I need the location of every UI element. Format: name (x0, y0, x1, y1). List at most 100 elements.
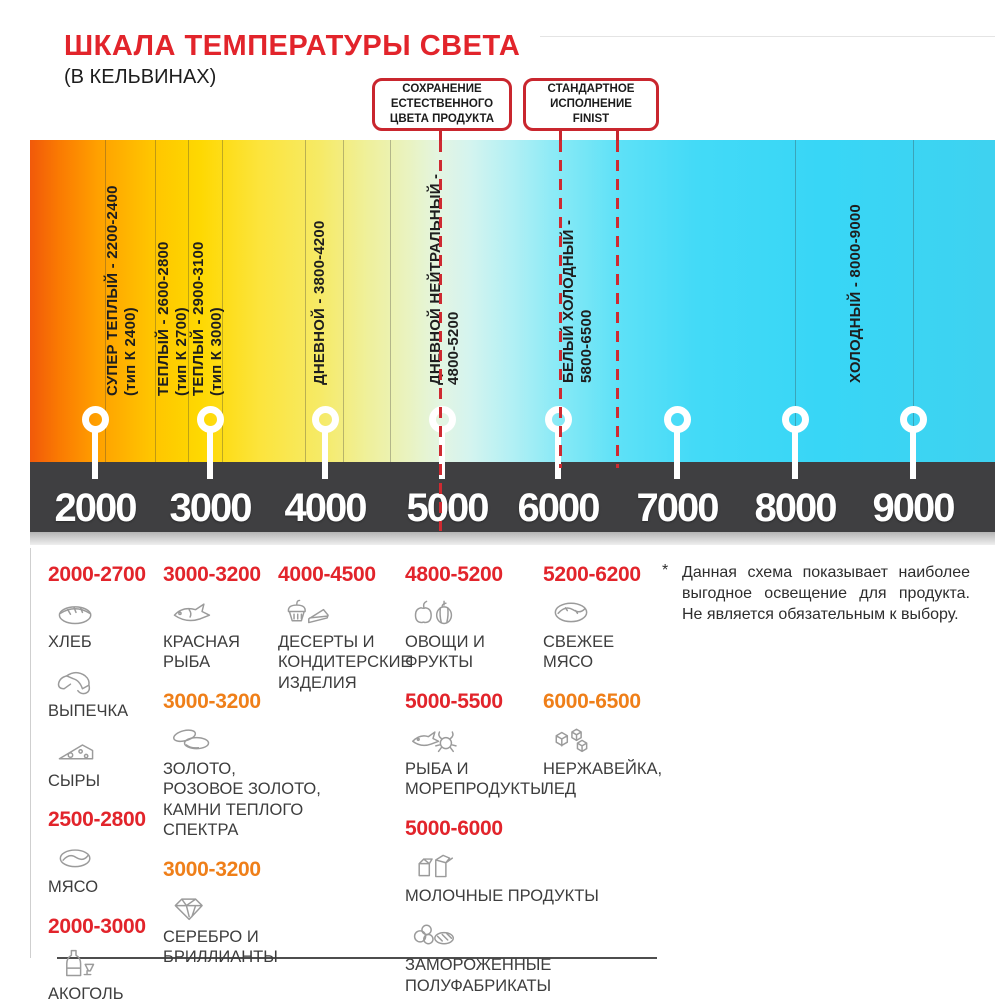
callout-leg (559, 129, 562, 141)
diamond-icon (163, 889, 275, 924)
product-label: ВЫПЕЧКА (48, 702, 129, 721)
dairy-icon (405, 848, 537, 883)
product-item: ОВОЩИ И ФРУКТЫ (405, 594, 537, 673)
dashed-marker-line (559, 141, 562, 468)
bottom-divider-line (57, 957, 657, 959)
product-label: РЫБА И МОРЕПРОДУКТЫ (405, 759, 545, 799)
callout-line: СОХРАНЕНИЕ (402, 83, 482, 96)
band-label: ТЕПЛЫЙ - 2900-3100 (тип К 3000) (190, 241, 225, 396)
meat-icon (48, 839, 158, 874)
callout-text: СОХРАНЕНИЕ ЕСТЕСТВЕННОГО ЦВЕТА ПРОДУКТА (390, 82, 494, 127)
product-label: МЯСО (48, 878, 99, 897)
temperature-range-label: 2000-3000 (48, 914, 146, 938)
seafood-icon (405, 721, 537, 756)
recommendation-column-1: 2000-2700 ХЛЕБ ВЫПЕЧКА СЫРЫ 2500-2800 МЯСО 200… (48, 563, 158, 1000)
vegetables-icon (405, 594, 537, 629)
callout-line: ИСПОЛНЕНИЕ (550, 98, 632, 111)
temperature-range-label: 5000-5500 (405, 689, 503, 713)
scale-tick-label: 8000 (754, 486, 838, 530)
callout-text: СТАНДАРТНОЕ ИСПОЛНЕНИЕ FINIST (548, 82, 635, 127)
temperature-range-label: 6000-6500 (543, 689, 641, 713)
callout-box-1: СОХРАНЕНИЕ ЕСТЕСТВЕННОГО ЦВЕТА ПРОДУКТА (372, 78, 512, 131)
band-separator (795, 140, 796, 462)
left-edge-line (30, 548, 31, 958)
product-label: ХЛЕБ (48, 633, 92, 651)
product-item: ЗАМОРОЖЕННЫЕ ПОЛУФАБРИКАТЫ (405, 917, 552, 996)
recommendation-column-3: 4000-4500 ДЕСЕРТЫ И КОНДИТЕРСКИЕ ИЗДЕЛИЯ (278, 563, 412, 704)
product-item: КРАСНАЯ РЫБА (163, 594, 275, 673)
scale-pin-ring (781, 406, 809, 433)
product-item: ЗОЛОТО, РОЗОВОЕ ЗОЛОТО, КАМНИ ТЕПЛОГО СП… (163, 721, 321, 841)
product-item: СЕРЕБРО И БРИЛЛИАНТЫ (163, 889, 278, 968)
temperature-range-label: 3000-3200 (163, 563, 261, 586)
band-label: СУПЕР ТЕПЛЫЙ - 2200-2400 (тип К 2400) (104, 185, 139, 396)
band-separator (188, 140, 189, 462)
band-label-sub: 4800-5200 (444, 311, 461, 385)
scale-pin-stem (439, 430, 445, 479)
scale-pin-ring (544, 406, 572, 433)
rings-icon (163, 721, 275, 756)
product-item: АКОГОЛЬ (48, 946, 158, 1000)
product-label: СВЕЖЕЕ МЯСО (543, 633, 615, 672)
product-item: ДЕСЕРТЫ И КОНДИТЕРСКИЕ ИЗДЕЛИЯ (278, 594, 412, 693)
bread-icon (48, 594, 158, 629)
band-separator (155, 140, 156, 462)
footnote-asterisk: * (662, 562, 669, 579)
product-label: ЗАМОРОЖЕННЫЕ ПОЛУФАБРИКАТЫ (405, 956, 552, 995)
band-label-sub: (тип К 3000) (207, 307, 224, 396)
scale-tick-label: 5000 (406, 486, 490, 530)
dashed-marker-line (616, 141, 619, 468)
footnote-text: Данная схема показывает наиболее выгодно… (682, 564, 970, 623)
callout-line: ЕСТЕСТВЕННОГО (390, 98, 494, 111)
band-label-main: ДНЕВНОЙ - 3800-4200 (311, 220, 329, 385)
recommendation-column-4: 4800-5200 ОВОЩИ И ФРУКТЫ 5000-5500 РЫБА И М… (405, 563, 599, 1000)
band-label: ДНЕВНОЙ - 3800-4200 (311, 220, 329, 385)
recommendation-column-2: 3000-3200 КРАСНАЯ РЫБА 3000-3200 ЗОЛОТО, РО… (163, 563, 321, 979)
band-label: ДНЕВНОЙ НЕЙТРАЛЬНЫЙ -4800-5200 (427, 174, 462, 385)
product-label: ОВОЩИ И ФРУКТЫ (405, 633, 485, 672)
callout-box-2: СТАНДАРТНОЕ ИСПОЛНЕНИЕ FINIST (523, 78, 659, 131)
dashed-marker-line (439, 141, 442, 531)
band-separator (913, 140, 914, 462)
temperature-gradient-band (30, 140, 995, 462)
band-label-main: БЕЛЫЙ ХОЛОДНЫЙ - (559, 219, 577, 383)
product-item: МОЛОЧНЫЕ ПРОДУКТЫ (405, 848, 599, 906)
band-label-main: ТЕПЛЫЙ - 2900-3100 (189, 241, 207, 396)
frozen-icon (405, 917, 537, 952)
callout-leg (616, 129, 619, 141)
cheese-icon (48, 733, 158, 768)
temperature-range-label: 5200-6200 (543, 563, 641, 586)
callout-leg (439, 129, 442, 141)
alcohol-icon (48, 946, 158, 981)
band-label-main: ТЕПЛЫЙ - 2600-2800 (154, 241, 172, 396)
product-item: ВЫПЕЧКА (48, 663, 158, 721)
scale-pin-stem (322, 430, 328, 479)
band-label-main: ХОЛОДНЫЙ - 8000-9000 (847, 204, 865, 383)
scale-tick-label: 4000 (284, 486, 368, 530)
scale-tick-label: 9000 (872, 486, 956, 530)
scale-pin-ring (428, 406, 456, 433)
scale-tick-label: 2000 (54, 486, 138, 530)
band-label-sub: (тип К 2400) (121, 307, 138, 396)
product-label: МОЛОЧНЫЕ ПРОДУКТЫ (405, 886, 599, 905)
scale-pin-ring (196, 406, 224, 433)
temperature-range-label: 4800-5200 (405, 563, 503, 586)
temperature-range-label: 4000-4500 (278, 563, 376, 586)
product-label: СЫРЫ (48, 771, 101, 790)
steak-icon (543, 594, 663, 629)
ice-icon (543, 721, 663, 756)
product-label: СЕРЕБРО И БРИЛЛИАНТЫ (163, 927, 278, 967)
scale-pin-stem (207, 430, 213, 479)
scale-pin-stem (555, 430, 561, 479)
dessert-icon (278, 594, 400, 629)
scale-tick-label: 3000 (169, 486, 253, 530)
fish-icon (163, 594, 275, 629)
band-separator (105, 140, 106, 462)
band-label: ТЕПЛЫЙ - 2600-2800 (тип К 2700) (155, 241, 190, 396)
page-subtitle: (В КЕЛЬВИНАХ) (64, 66, 217, 88)
temperature-range-label: 2000-2700 (48, 563, 146, 586)
band-label-main: СУПЕР ТЕПЛЫЙ - 2200-2400 (103, 185, 121, 396)
band-separator (222, 140, 223, 462)
scale-bar-shadow (30, 532, 995, 545)
